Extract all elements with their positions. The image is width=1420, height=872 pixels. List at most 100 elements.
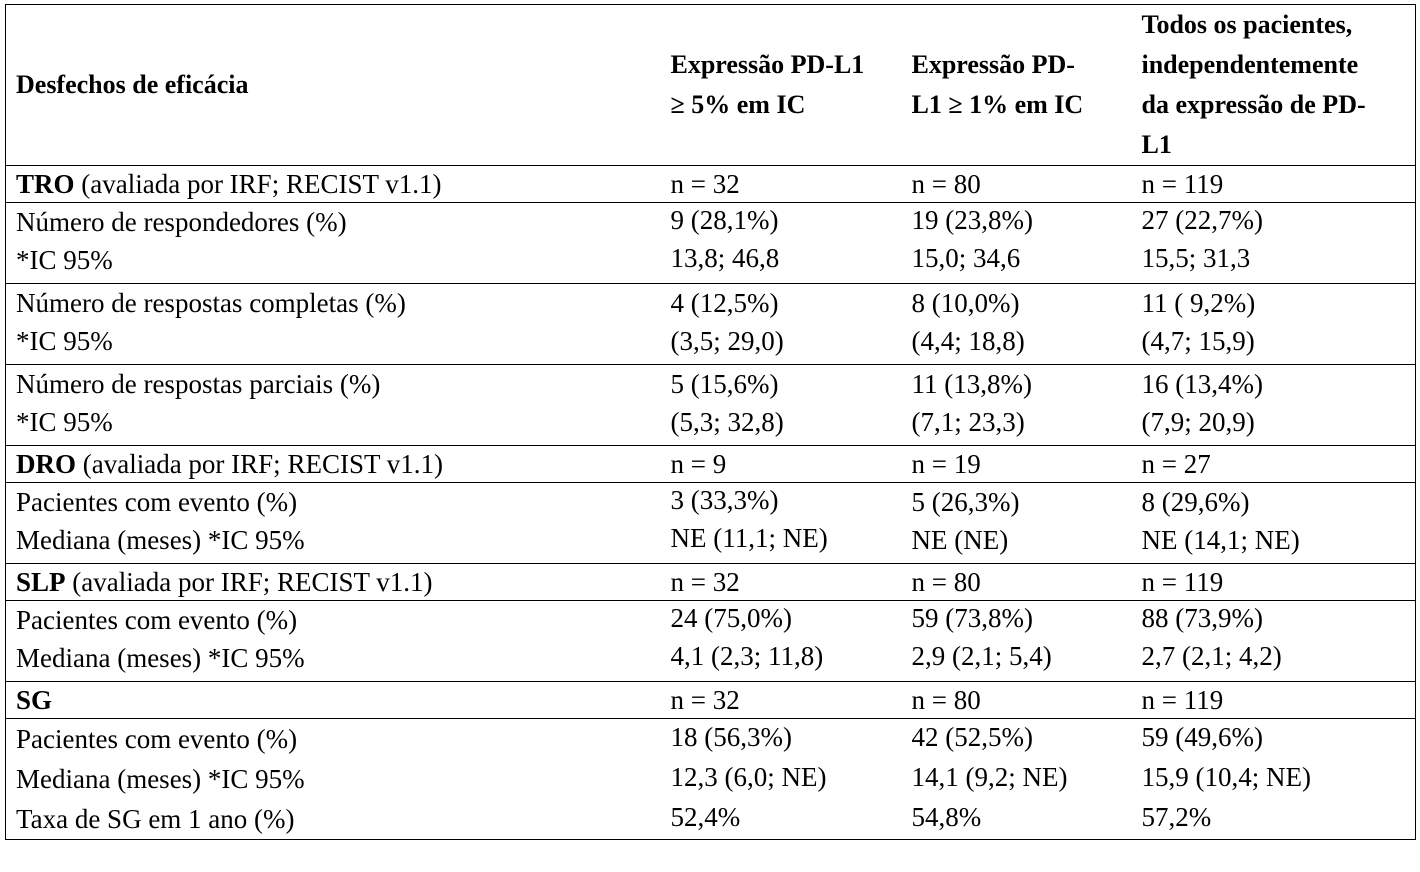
cell-line: 57,2% xyxy=(1141,802,1212,832)
table-cell: n = 19 xyxy=(901,445,1132,483)
header-line: ≥ 5% em IC xyxy=(670,90,806,119)
cell-line: 15,5; 31,3 xyxy=(1141,243,1251,273)
table-cell: n = 32 xyxy=(660,165,902,203)
header-pdl1-5: Expressão PD-L1 ≥ 5% em IC xyxy=(660,4,902,166)
cell-line: 15,9 (10,4; NE) xyxy=(1141,762,1311,792)
cell-line: (4,7; 15,9) xyxy=(1141,326,1255,356)
section-label-slp: SLP (avaliada por IRF; RECIST v1.1) xyxy=(5,563,661,601)
cell-line: 16 (13,4%) xyxy=(1141,369,1263,399)
row-label: Pacientes com evento (%) Mediana (meses)… xyxy=(5,600,661,682)
cell-line: 42 (52,5%) xyxy=(911,722,1033,752)
table-cell: 11 ( 9,2%) (4,7; 15,9) xyxy=(1131,283,1416,365)
table-row: TRO (avaliada por IRF; RECIST v1.1) n = … xyxy=(5,165,1416,203)
table-cell: n = 27 xyxy=(1131,445,1416,483)
label-line: Mediana (meses) *IC 95% xyxy=(16,764,305,794)
cell-line: 3 (33,3%) xyxy=(670,485,779,515)
cell-line: 14,1 (9,2; NE) xyxy=(911,762,1068,792)
header-endpoints: Desfechos de eficácia xyxy=(5,4,661,166)
section-note: (avaliada por IRF; RECIST v1.1) xyxy=(76,449,443,479)
header-all-patients: Todos os pacientes, independentemente da… xyxy=(1131,4,1416,166)
label-line: Mediana (meses) *IC 95% xyxy=(16,525,305,555)
label-line: Número de respondedores (%) xyxy=(16,207,347,237)
cell-line: 27 (22,7%) xyxy=(1141,205,1263,235)
table-cell: 3 (33,3%) NE (11,1; NE) xyxy=(660,482,902,564)
section-name: DRO xyxy=(16,449,76,479)
table-cell: n = 80 xyxy=(901,681,1132,719)
table-row: Pacientes com evento (%) Mediana (meses)… xyxy=(5,718,1416,840)
cell-line: 2,9 (2,1; 5,4) xyxy=(911,641,1052,671)
section-note: (avaliada por IRF; RECIST v1.1) xyxy=(65,567,433,597)
cell-line: (7,1; 23,3) xyxy=(911,407,1025,437)
header-line: Expressão PD- xyxy=(911,50,1075,79)
table-cell: 19 (23,8%) 15,0; 34,6 xyxy=(901,202,1132,284)
label-line: Mediana (meses) *IC 95% xyxy=(16,643,305,673)
header-line: Todos os pacientes, xyxy=(1141,10,1353,39)
table-cell: 11 (13,8%) (7,1; 23,3) xyxy=(901,364,1132,446)
section-name: SLP xyxy=(16,567,66,597)
cell-line: 11 (13,8%) xyxy=(911,369,1032,399)
cell-line: NE (11,1; NE) xyxy=(670,523,828,553)
label-line: Número de respostas completas (%) xyxy=(16,288,406,318)
table-cell: 18 (56,3%) 12,3 (6,0; NE) 52,4% xyxy=(660,718,902,840)
table-cell: 8 (10,0%) (4,4; 18,8) xyxy=(901,283,1132,365)
cell-line: 15,0; 34,6 xyxy=(911,243,1021,273)
cell-line: 4 (12,5%) xyxy=(670,288,779,318)
cell-line: (7,9; 20,9) xyxy=(1141,407,1255,437)
label-line: Número de respostas parciais (%) xyxy=(16,369,381,399)
row-label: Número de respostas completas (%) *IC 95… xyxy=(5,283,661,365)
cell-line: 2,7 (2,1; 4,2) xyxy=(1141,641,1282,671)
label-line: *IC 95% xyxy=(16,407,113,437)
label-line: Pacientes com evento (%) xyxy=(16,487,298,517)
cell-line: 59 (73,8%) xyxy=(911,603,1033,633)
cell-line: NE (NE) xyxy=(911,525,1009,555)
cell-line: 24 (75,0%) xyxy=(670,603,792,633)
table-cell: n = 9 xyxy=(660,445,902,483)
label-line: Taxa de SG em 1 ano (%) xyxy=(16,804,295,834)
header-line: L1 ≥ 1% em IC xyxy=(911,90,1084,119)
header-line: independentemente xyxy=(1141,50,1359,79)
cell-line: 54,8% xyxy=(911,802,982,832)
table-cell: 42 (52,5%) 14,1 (9,2; NE) 54,8% xyxy=(901,718,1132,840)
table-cell: n = 32 xyxy=(660,681,902,719)
label-line: *IC 95% xyxy=(16,326,113,356)
label-line: Pacientes com evento (%) xyxy=(16,724,298,754)
table-header-row: Desfechos de eficácia Expressão PD-L1 ≥ … xyxy=(5,4,1416,166)
table-cell: 24 (75,0%) 4,1 (2,3; 11,8) xyxy=(660,600,902,682)
table-cell: 59 (73,8%) 2,9 (2,1; 5,4) xyxy=(901,600,1132,682)
table-row: SLP (avaliada por IRF; RECIST v1.1) n = … xyxy=(5,563,1416,601)
table-cell: 59 (49,6%) 15,9 (10,4; NE) 57,2% xyxy=(1131,718,1416,840)
section-name: SG xyxy=(16,685,53,715)
table-cell: n = 80 xyxy=(901,563,1132,601)
table-cell: 4 (12,5%) (3,5; 29,0) xyxy=(660,283,902,365)
cell-line: 11 ( 9,2%) xyxy=(1141,288,1256,318)
cell-line: (4,4; 18,8) xyxy=(911,326,1025,356)
table-cell: 9 (28,1%) 13,8; 46,8 xyxy=(660,202,902,284)
header-line: Expressão PD-L1 xyxy=(670,50,865,79)
table-cell: 8 (29,6%) NE (14,1; NE) xyxy=(1131,482,1416,564)
cell-line: 59 (49,6%) xyxy=(1141,722,1263,752)
table-row: SG n = 32 n = 80 n = 119 xyxy=(5,681,1416,719)
table-cell: 5 (15,6%) (5,3; 32,8) xyxy=(660,364,902,446)
table-row: Número de respostas completas (%) *IC 95… xyxy=(5,283,1416,365)
table-row: DRO (avaliada por IRF; RECIST v1.1) n = … xyxy=(5,445,1416,483)
table-cell: n = 119 xyxy=(1131,563,1416,601)
label-line: *IC 95% xyxy=(16,245,113,275)
cell-line: 5 (26,3%) xyxy=(911,487,1020,517)
header-pdl1-1: Expressão PD- L1 ≥ 1% em IC xyxy=(901,4,1132,166)
cell-line: (3,5; 29,0) xyxy=(670,326,784,356)
table-row: Pacientes com evento (%) Mediana (meses)… xyxy=(5,600,1416,682)
table-cell: 5 (26,3%) NE (NE) xyxy=(901,482,1132,564)
cell-line: 18 (56,3%) xyxy=(670,722,792,752)
table-cell: n = 119 xyxy=(1131,165,1416,203)
cell-line: 4,1 (2,3; 11,8) xyxy=(670,641,824,671)
cell-line: 88 (73,9%) xyxy=(1141,603,1263,633)
cell-line: 19 (23,8%) xyxy=(911,205,1033,235)
cell-line: 13,8; 46,8 xyxy=(670,243,780,273)
table-cell: 27 (22,7%) 15,5; 31,3 xyxy=(1131,202,1416,284)
table-row: Número de respondedores (%) *IC 95% 9 (2… xyxy=(5,202,1416,284)
section-label-tro: TRO (avaliada por IRF; RECIST v1.1) xyxy=(5,165,661,203)
header-line: L1 xyxy=(1141,130,1172,159)
cell-line: 9 (28,1%) xyxy=(670,205,779,235)
cell-line: 8 (29,6%) xyxy=(1141,487,1250,517)
row-label: Pacientes com evento (%) Mediana (meses)… xyxy=(5,482,661,564)
